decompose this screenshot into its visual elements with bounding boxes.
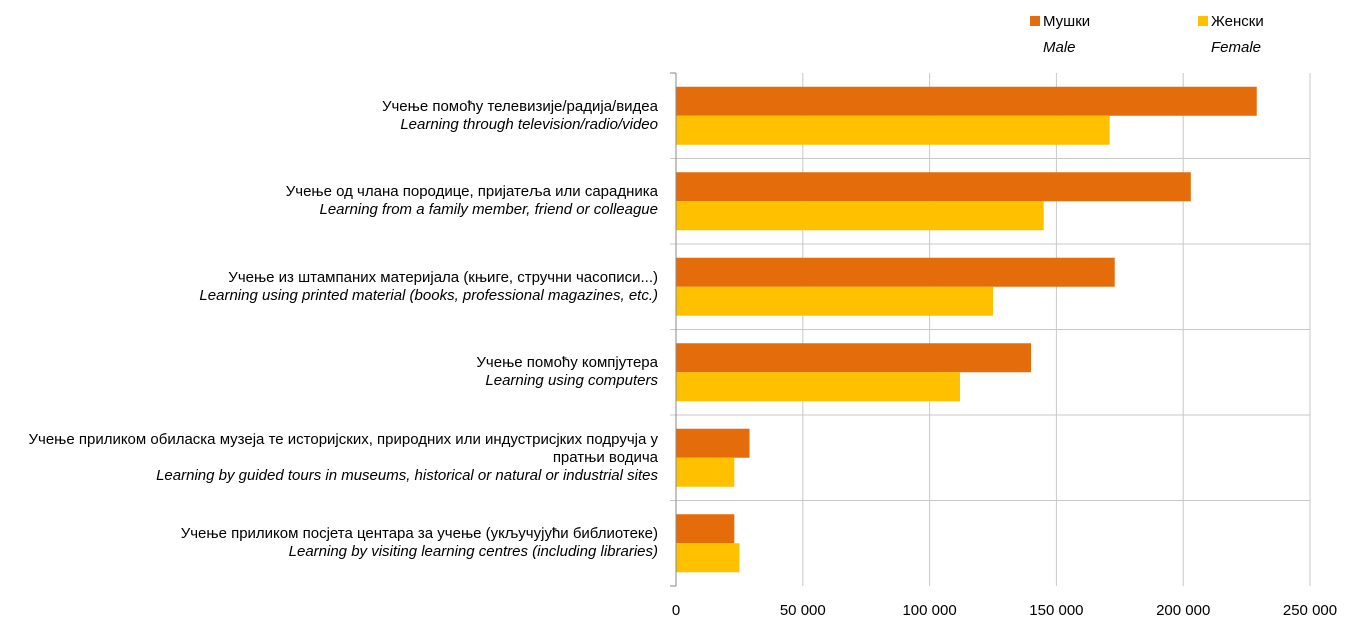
x-tick-label: 250 000	[1283, 602, 1337, 619]
category-label-en: Learning by visiting learning centres (i…	[288, 543, 658, 561]
x-tick-label: 50 000	[780, 602, 826, 619]
legend-label: Мушки	[1043, 13, 1090, 30]
legend-swatch	[1198, 16, 1208, 26]
bar	[676, 372, 961, 402]
legend-label: Женски	[1211, 13, 1264, 30]
bar	[676, 286, 993, 316]
category-label-sr: Учење помоћу компјутера	[476, 354, 658, 372]
x-tick-label: 0	[672, 602, 680, 619]
bar	[676, 457, 735, 487]
category-label-sr: Учење приликом обиласка музеја те истори…	[28, 430, 658, 466]
bar	[676, 172, 1191, 202]
bar	[676, 514, 735, 544]
legend-swatch	[1030, 16, 1040, 26]
category-label-en: Learning through television/radio/video	[400, 115, 658, 133]
category-label-en: Learning by guided tours in museums, his…	[156, 466, 658, 484]
bar	[676, 86, 1257, 116]
x-tick-label: 100 000	[902, 602, 956, 619]
category-label: Учење приликом обиласка музеја те истори…	[0, 431, 658, 485]
bar	[676, 543, 740, 573]
category-label: Учење од члана породице, пријатеља или с…	[0, 183, 658, 219]
category-label-sr: Учење из штампаних материјала (књиге, ст…	[228, 268, 658, 286]
category-label-en: Learning using printed material (books, …	[199, 286, 658, 304]
category-label: Учење помоћу компјутера Learning using co…	[0, 354, 658, 390]
bar	[676, 343, 1032, 373]
x-tick-label: 200 000	[1156, 602, 1210, 619]
legend-label-en: Male	[1043, 39, 1076, 56]
bar	[676, 115, 1110, 145]
category-label-sr: Учење помоћу телевизије/радија/видеа	[381, 97, 658, 115]
category-label-sr: Учење од члана породице, пријатеља или с…	[285, 183, 658, 201]
category-label: Учење из штампаних материјала (књиге, ст…	[0, 269, 658, 305]
legend-label-en: Female	[1211, 39, 1261, 56]
category-label-sr: Учење приликом посјета центара за учење …	[180, 525, 658, 543]
bar	[676, 257, 1115, 287]
category-label-en: Learning using computers	[485, 372, 658, 390]
category-label: Учење помоћу телевизије/радија/видеа Lear…	[0, 98, 658, 134]
category-label-en: Learning from a family member, friend or…	[319, 201, 659, 219]
category-label: Учење приликом посјета центара за учење …	[0, 525, 658, 561]
bar	[676, 428, 750, 458]
x-tick-label: 150 000	[1029, 602, 1083, 619]
bar	[676, 201, 1044, 231]
